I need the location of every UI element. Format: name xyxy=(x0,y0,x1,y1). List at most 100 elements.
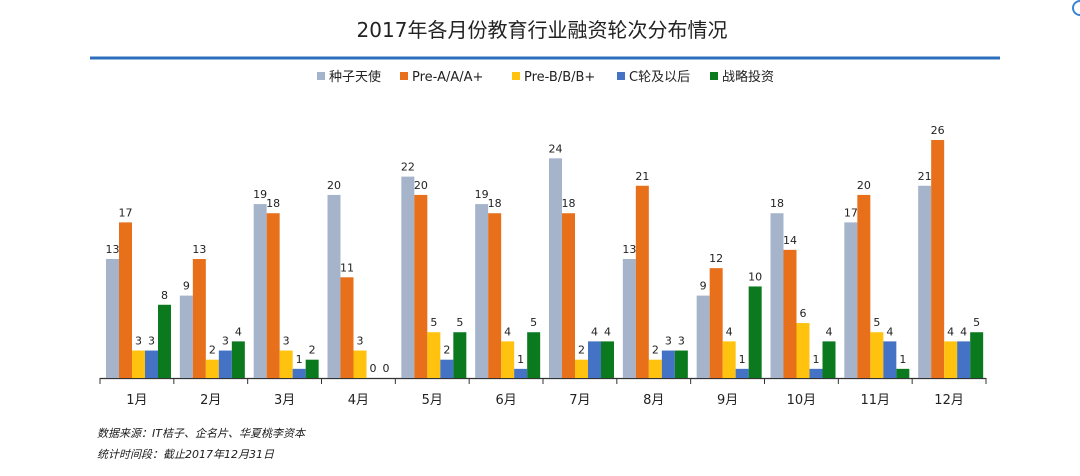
bar xyxy=(292,368,306,378)
x-tick-label: 10月 xyxy=(787,393,817,408)
legend-label: 种子天使 xyxy=(329,69,381,85)
data-label: 3 xyxy=(222,335,229,348)
data-label: 1 xyxy=(739,353,746,366)
legend-label: Pre-A/A/A+ xyxy=(412,70,483,85)
data-label: 4 xyxy=(726,325,733,338)
data-label: 18 xyxy=(562,197,576,210)
data-label: 3 xyxy=(135,335,142,348)
footnote-source: 数据来源：IT桔子、企名片、华夏桃李资本 xyxy=(97,427,305,440)
bar xyxy=(735,368,749,378)
bar xyxy=(305,359,319,378)
bar xyxy=(896,368,910,378)
data-label: 4 xyxy=(504,325,511,338)
x-tick-label: 1月 xyxy=(126,393,147,408)
bar xyxy=(527,332,541,378)
data-label: 0 xyxy=(370,362,377,375)
bar xyxy=(622,259,636,378)
bar xyxy=(145,350,158,378)
data-label: 24 xyxy=(549,142,563,155)
data-label: 5 xyxy=(530,316,537,329)
data-label: 9 xyxy=(183,280,190,293)
bar xyxy=(783,249,797,378)
bar xyxy=(440,359,454,378)
bar xyxy=(674,350,688,378)
x-tick-label: 2月 xyxy=(200,393,221,408)
data-label: 13 xyxy=(622,243,636,256)
data-label: 18 xyxy=(488,197,502,210)
data-label: 19 xyxy=(253,188,267,201)
bar xyxy=(957,341,971,378)
data-label: 11 xyxy=(340,261,354,274)
bar xyxy=(588,341,601,378)
legend-label: C轮及以后 xyxy=(629,70,690,85)
bar xyxy=(601,341,614,378)
bar xyxy=(119,222,132,378)
x-tick-label: 12月 xyxy=(934,393,964,408)
bar xyxy=(709,268,723,378)
legend-label: Pre-B/B/B+ xyxy=(524,70,595,85)
bar xyxy=(179,295,193,378)
data-label: 4 xyxy=(235,325,242,338)
bar xyxy=(696,295,710,378)
data-label: 18 xyxy=(266,197,280,210)
data-label: 22 xyxy=(401,161,415,174)
data-label: 5 xyxy=(456,316,463,329)
data-label: 1 xyxy=(517,353,524,366)
data-label: 6 xyxy=(800,307,807,320)
bar xyxy=(205,359,219,378)
bar xyxy=(809,368,823,378)
data-label: 12 xyxy=(709,252,723,265)
bar xyxy=(475,204,489,378)
bar xyxy=(844,222,858,378)
edge-tab-icon xyxy=(1072,0,1080,16)
data-label: 2 xyxy=(443,344,450,357)
data-label: 5 xyxy=(873,316,880,329)
data-label: 19 xyxy=(475,188,489,201)
x-tick-label: 9月 xyxy=(717,393,738,408)
data-label: 3 xyxy=(665,335,672,348)
legend-swatch xyxy=(400,72,408,80)
data-label: 1 xyxy=(813,353,820,366)
data-label: 8 xyxy=(161,289,168,302)
chart-title: 2017年各月份教育行业融资轮次分布情况 xyxy=(357,18,728,42)
data-label: 9 xyxy=(700,280,707,293)
data-label: 0 xyxy=(383,362,390,375)
data-label: 3 xyxy=(283,335,290,348)
bar xyxy=(414,194,428,378)
bar xyxy=(192,259,206,378)
data-label: 17 xyxy=(119,206,133,219)
data-label: 3 xyxy=(678,335,685,348)
bar xyxy=(562,213,575,378)
data-label: 20 xyxy=(857,179,871,192)
data-label: 5 xyxy=(973,316,980,329)
bar xyxy=(918,185,932,378)
x-tick-label: 11月 xyxy=(860,393,890,408)
data-label: 21 xyxy=(918,170,932,183)
bar xyxy=(327,194,341,378)
bar xyxy=(822,341,836,378)
bar xyxy=(501,341,515,378)
bar xyxy=(353,350,367,378)
bar xyxy=(944,341,958,378)
data-label: 4 xyxy=(947,325,954,338)
data-label: 26 xyxy=(931,124,945,137)
bar xyxy=(453,332,467,378)
x-tick-label: 4月 xyxy=(348,393,369,408)
bar xyxy=(549,158,562,378)
bar xyxy=(748,286,762,378)
bar xyxy=(931,140,945,378)
bar xyxy=(722,341,736,378)
data-label: 4 xyxy=(886,325,893,338)
bar xyxy=(231,341,245,378)
data-label: 2 xyxy=(652,344,659,357)
bar xyxy=(575,359,588,378)
data-label: 5 xyxy=(430,316,437,329)
x-tick-label: 3月 xyxy=(274,393,295,408)
legend-swatch xyxy=(512,72,520,80)
data-label: 17 xyxy=(844,206,858,219)
data-label: 2 xyxy=(209,344,216,357)
bar xyxy=(661,350,675,378)
data-label: 4 xyxy=(604,325,611,338)
legend-label: 战略投资 xyxy=(722,69,774,85)
data-label: 3 xyxy=(357,335,364,348)
